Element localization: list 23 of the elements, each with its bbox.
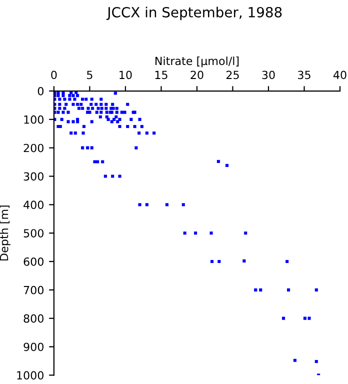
- y-tick-label: 600: [24, 257, 44, 266]
- y-tick-label: 700: [24, 286, 44, 294]
- x-tick-label: 25: [226, 70, 239, 80]
- y-tick-label: 900: [24, 342, 44, 352]
- x-tick-label: 0: [51, 70, 57, 80]
- y-tick-label: 500: [24, 229, 44, 238]
- y-tick-label: 800: [24, 314, 44, 323]
- y-tick-label: 100: [24, 115, 44, 124]
- chart-title: JCCX in September, 1988: [106, 6, 282, 20]
- y-tick-label: 0: [38, 86, 44, 96]
- y-tick-label: 400: [24, 200, 44, 210]
- y-axis-title: Depth [m]: [0, 206, 10, 260]
- x-tick-label: 10: [120, 70, 132, 80]
- y-tick-label: 1000: [17, 371, 44, 380]
- x-axis-title: Nitrate [µmol/l]: [155, 56, 239, 68]
- x-tick-label: 30: [262, 70, 275, 80]
- x-tick-label: 40: [333, 70, 346, 80]
- x-tick-label: 20: [190, 70, 204, 80]
- x-tick-label: 35: [298, 70, 310, 80]
- y-tick-label: 200: [24, 144, 44, 152]
- x-tick-label: 15: [155, 70, 168, 80]
- x-tick-label: 5: [87, 70, 92, 80]
- y-tick-label: 300: [24, 172, 44, 181]
